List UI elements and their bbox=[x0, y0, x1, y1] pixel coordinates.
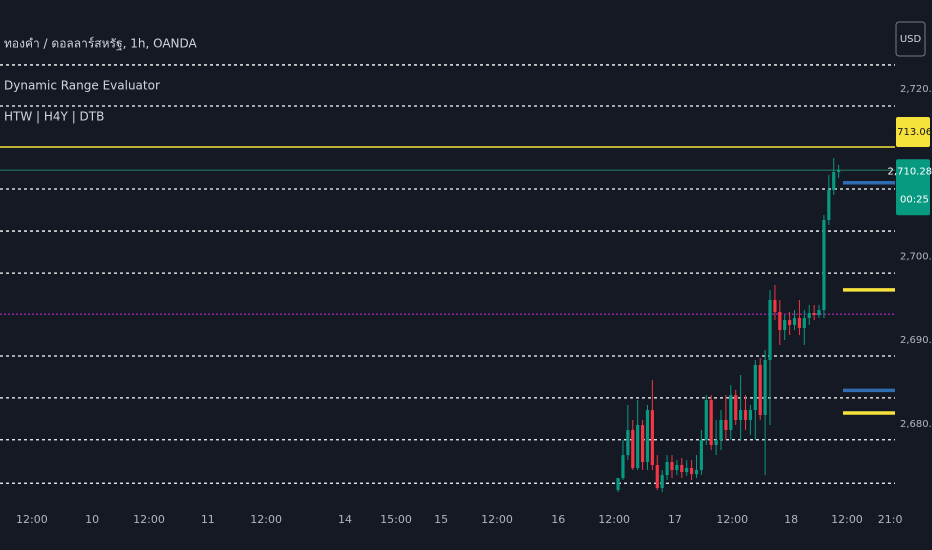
x-tick-label: 11 bbox=[201, 513, 215, 526]
candle-body bbox=[729, 395, 733, 431]
x-tick-label: 16 bbox=[551, 513, 565, 526]
x-tick-label: 14 bbox=[338, 513, 352, 526]
candle-body bbox=[704, 399, 708, 440]
candle-body bbox=[822, 219, 826, 310]
candle-body bbox=[802, 318, 806, 328]
candle-body bbox=[694, 470, 699, 475]
candle-body bbox=[719, 419, 723, 440]
candle-body bbox=[807, 312, 811, 319]
candle-body bbox=[714, 439, 718, 446]
countdown: 00:25 bbox=[900, 194, 929, 205]
candle-body bbox=[640, 424, 645, 462]
x-tick-label: 12:00 bbox=[716, 513, 748, 526]
x-tick-label: 15:00 bbox=[380, 513, 412, 526]
candle-body bbox=[832, 172, 836, 191]
candle-body bbox=[621, 455, 625, 478]
x-tick-label: 10 bbox=[85, 513, 99, 526]
price-label: 2,710.285 bbox=[888, 166, 932, 177]
candle-body bbox=[636, 424, 640, 469]
candle-body bbox=[783, 320, 787, 330]
price-label-box bbox=[896, 159, 930, 216]
candle-body bbox=[724, 419, 728, 431]
candle-body bbox=[743, 410, 748, 420]
candle-body bbox=[689, 468, 694, 475]
candle-body bbox=[655, 465, 659, 489]
candle-body bbox=[817, 309, 821, 316]
currency-label[interactable]: USD bbox=[900, 34, 922, 45]
x-tick-label: 12:00 bbox=[133, 513, 165, 526]
candle-body bbox=[650, 410, 654, 466]
candle-body bbox=[709, 399, 713, 446]
candle-body bbox=[778, 311, 782, 330]
x-tick-label: 15 bbox=[434, 513, 448, 526]
x-tick-label: 12:00 bbox=[250, 513, 282, 526]
candle-body bbox=[748, 410, 753, 420]
y-tick-label: 2,720.000 bbox=[900, 84, 932, 95]
x-tick-label: 17 bbox=[668, 513, 682, 526]
y-tick-label: 2,690.000 bbox=[900, 335, 932, 346]
candle-body bbox=[626, 430, 630, 456]
candle-body bbox=[670, 461, 674, 471]
candle-body bbox=[792, 318, 797, 325]
x-tick-label: 12:00 bbox=[481, 513, 513, 526]
candle-body bbox=[788, 320, 792, 325]
candle-body bbox=[631, 430, 635, 469]
y-tick-label: 2,680.000 bbox=[900, 419, 932, 430]
plot-area bbox=[0, 64, 895, 493]
price-label-box bbox=[896, 117, 930, 148]
candle-body bbox=[768, 300, 772, 361]
indicator-name: Dynamic Range Evaluator bbox=[4, 79, 160, 93]
x-tick-label: 21:0 bbox=[878, 513, 903, 526]
x-tick-label: 12:00 bbox=[598, 513, 630, 526]
candle-body bbox=[645, 410, 650, 462]
candle-body bbox=[734, 395, 738, 420]
candle-body bbox=[660, 475, 664, 489]
candle-body bbox=[699, 439, 703, 471]
candle-body bbox=[758, 364, 762, 416]
symbol-title: ทองคำ / ดอลลาร์สหรัฐ, 1h, OANDA bbox=[4, 37, 198, 51]
x-tick-label: 18 bbox=[784, 513, 798, 526]
x-tick-label: 12:00 bbox=[16, 513, 48, 526]
price-label: 2,713.065 bbox=[888, 127, 932, 138]
y-tick-label: 2,700.000 bbox=[900, 251, 932, 262]
candle-body bbox=[812, 312, 816, 316]
candle-body bbox=[675, 465, 679, 471]
candle-body bbox=[837, 170, 841, 173]
levels-legend: HTW | H4Y | DTB bbox=[4, 110, 104, 124]
candle-body bbox=[680, 465, 684, 473]
candle-body bbox=[827, 190, 831, 220]
candle-body bbox=[753, 364, 757, 411]
candle-body bbox=[763, 360, 767, 416]
candle-body bbox=[616, 477, 620, 491]
candle-body bbox=[665, 461, 669, 476]
candle-body bbox=[685, 468, 689, 473]
candle-body bbox=[773, 300, 777, 312]
x-tick-label: 12:00 bbox=[831, 513, 863, 526]
currency-button[interactable] bbox=[895, 21, 926, 57]
candle-body bbox=[797, 318, 802, 328]
candle-body bbox=[739, 410, 743, 420]
